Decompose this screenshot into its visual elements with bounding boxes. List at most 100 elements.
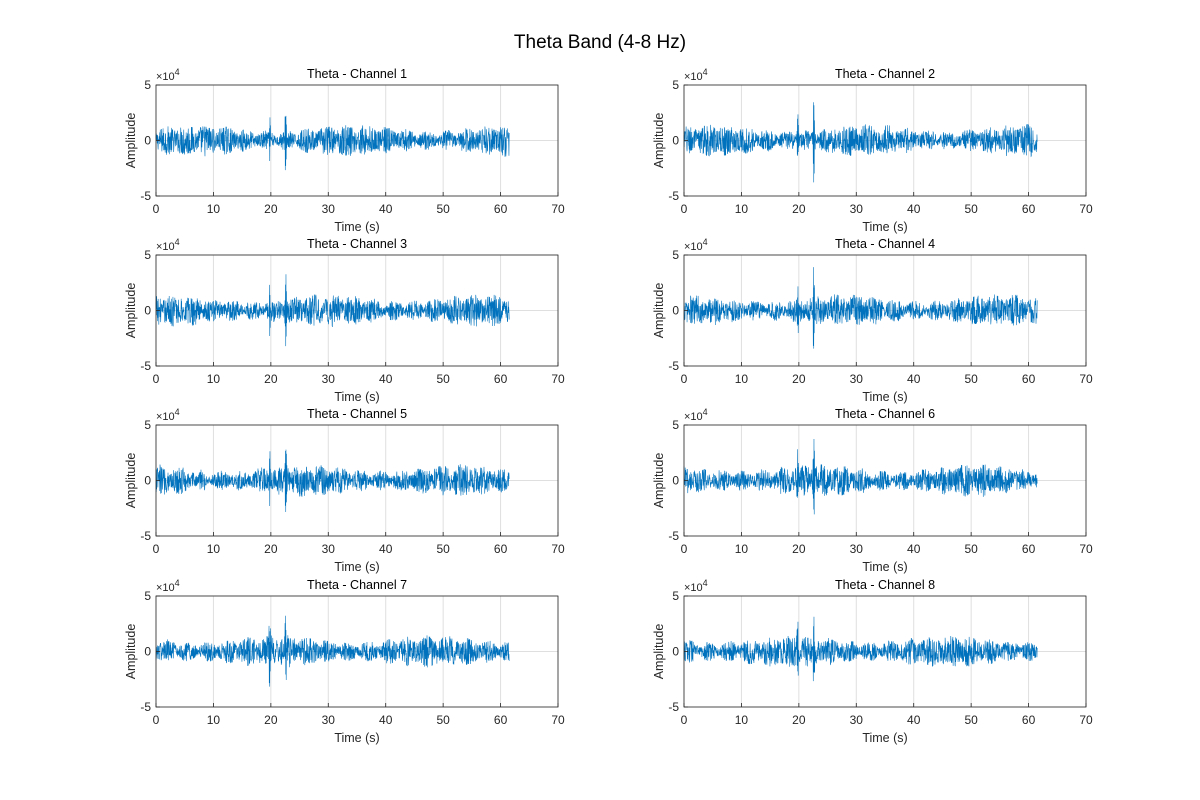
y-tick-label: -5 — [140, 700, 151, 714]
x-tick-label: 60 — [1022, 713, 1036, 727]
y-tick-label: 0 — [144, 474, 151, 488]
y-tick-label: -5 — [140, 529, 151, 543]
x-tick-label: 60 — [1022, 372, 1036, 386]
x-tick-label: 30 — [322, 202, 336, 216]
x-tick-label: 40 — [379, 372, 393, 386]
x-tick-label: 50 — [436, 372, 450, 386]
y-exponent-label: ×104 — [156, 578, 180, 594]
subplot-title: Theta - Channel 1 — [307, 67, 407, 81]
x-tick-label: 30 — [850, 202, 864, 216]
x-tick-label: 70 — [1079, 202, 1093, 216]
subplot-title: Theta - Channel 8 — [835, 578, 935, 592]
y-tick-label: 5 — [144, 589, 151, 603]
y-tick-label: 5 — [144, 418, 151, 432]
x-tick-label: 50 — [436, 542, 450, 556]
subplot-channel-6: 0 10 20 30 40 50 60 70-505×104 Theta - Channel 6… — [652, 407, 1093, 574]
signal-trace — [683, 439, 1038, 515]
x-axis-label: Time (s) — [862, 390, 907, 404]
x-tick-label: 40 — [379, 542, 393, 556]
subplot-title: Theta - Channel 2 — [835, 67, 935, 81]
axes-layer: 0 10 20 30 40 50 60 70-505×104 Theta - Channel 1… — [124, 67, 1093, 745]
x-tick-label: 10 — [735, 372, 749, 386]
x-tick-label: 10 — [735, 542, 749, 556]
y-axis-label: Amplitude — [124, 283, 138, 339]
x-tick-label: 20 — [264, 372, 278, 386]
x-tick-label: 30 — [322, 542, 336, 556]
x-tick-label: 10 — [207, 713, 221, 727]
signal-trace — [155, 274, 510, 347]
y-tick-label: 5 — [144, 248, 151, 262]
x-tick-label: 70 — [1079, 372, 1093, 386]
y-axis-label: Amplitude — [652, 453, 666, 509]
x-tick-label: 50 — [436, 202, 450, 216]
y-exponent-label: ×104 — [156, 237, 180, 253]
y-tick-label: -5 — [668, 189, 679, 203]
y-tick-label: 0 — [144, 304, 151, 318]
x-tick-label: 60 — [494, 202, 508, 216]
x-tick-label: 20 — [792, 713, 806, 727]
y-tick-label: 0 — [672, 474, 679, 488]
signal-trace — [683, 616, 1038, 682]
y-tick-label: 5 — [672, 589, 679, 603]
y-tick-label: 0 — [672, 645, 679, 659]
y-exponent-label: ×104 — [156, 407, 180, 423]
x-tick-label: 0 — [153, 202, 160, 216]
y-tick-label: 5 — [672, 78, 679, 92]
subplot-channel-1: 0 10 20 30 40 50 60 70-505×104 Theta - Channel 1… — [124, 67, 565, 234]
x-tick-label: 20 — [264, 713, 278, 727]
x-tick-label: 50 — [964, 542, 978, 556]
x-tick-label: 20 — [792, 372, 806, 386]
y-tick-label: 0 — [144, 645, 151, 659]
x-tick-label: 60 — [494, 372, 508, 386]
y-tick-label: -5 — [140, 359, 151, 373]
x-tick-label: 70 — [1079, 542, 1093, 556]
x-tick-label: 60 — [1022, 542, 1036, 556]
y-tick-label: 5 — [144, 78, 151, 92]
y-tick-label: 5 — [672, 418, 679, 432]
signal-trace — [683, 102, 1038, 183]
x-tick-label: 10 — [735, 202, 749, 216]
y-tick-label: 0 — [144, 134, 151, 148]
x-tick-label: 50 — [436, 713, 450, 727]
subplot-channel-2: 0 10 20 30 40 50 60 70-505×104 Theta - Channel 2… — [652, 67, 1093, 234]
x-axis-label: Time (s) — [862, 560, 907, 574]
subplot-title: Theta - Channel 4 — [835, 237, 935, 251]
x-tick-label: 70 — [551, 713, 565, 727]
x-tick-label: 0 — [681, 372, 688, 386]
x-tick-label: 30 — [322, 372, 336, 386]
subplot-channel-4: 0 10 20 30 40 50 60 70-505×104 Theta - Channel 4… — [652, 237, 1093, 404]
x-tick-label: 70 — [551, 202, 565, 216]
x-tick-label: 60 — [494, 713, 508, 727]
y-tick-label: -5 — [668, 700, 679, 714]
x-tick-label: 20 — [264, 542, 278, 556]
x-tick-label: 40 — [907, 542, 921, 556]
y-axis-label: Amplitude — [652, 113, 666, 169]
x-tick-label: 50 — [964, 713, 978, 727]
x-tick-label: 10 — [207, 372, 221, 386]
x-tick-label: 0 — [681, 202, 688, 216]
subplot-title: Theta - Channel 7 — [307, 578, 407, 592]
x-tick-label: 0 — [153, 713, 160, 727]
x-axis-label: Time (s) — [862, 220, 907, 234]
x-axis-label: Time (s) — [334, 731, 379, 745]
x-axis-label: Time (s) — [334, 390, 379, 404]
x-tick-label: 70 — [551, 542, 565, 556]
figure-title: Theta Band (4-8 Hz) — [514, 32, 686, 53]
y-tick-label: -5 — [140, 189, 151, 203]
y-axis-label: Amplitude — [652, 624, 666, 680]
x-tick-label: 10 — [735, 713, 749, 727]
x-tick-label: 40 — [907, 713, 921, 727]
y-exponent-label: ×104 — [684, 407, 708, 423]
y-exponent-label: ×104 — [156, 67, 180, 83]
x-tick-label: 20 — [792, 202, 806, 216]
y-axis-label: Amplitude — [652, 283, 666, 339]
subplot-title: Theta - Channel 3 — [307, 237, 407, 251]
x-tick-label: 20 — [792, 542, 806, 556]
x-tick-label: 40 — [379, 202, 393, 216]
y-tick-label: -5 — [668, 359, 679, 373]
x-tick-label: 50 — [964, 202, 978, 216]
subplot-title: Theta - Channel 6 — [835, 407, 935, 421]
x-tick-label: 30 — [322, 713, 336, 727]
y-exponent-label: ×104 — [684, 578, 708, 594]
